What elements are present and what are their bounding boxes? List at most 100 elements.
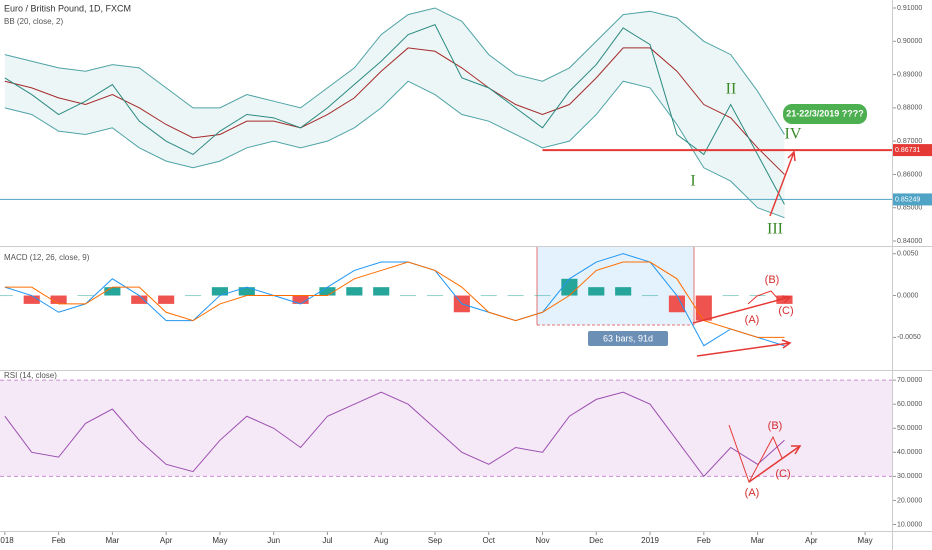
histogram-bar: [400, 295, 417, 297]
series-line: [4, 391, 785, 478]
histogram-bar: [319, 287, 336, 296]
y-tick-label: 0.86000: [897, 171, 922, 178]
wave-label: II: [726, 81, 737, 98]
y-tick-label: 0.90000: [897, 38, 922, 45]
x-tick-label: Sep: [428, 536, 443, 545]
histogram-bar: [426, 295, 444, 297]
series-line: [4, 47, 785, 175]
bollinger-band: [4, 7, 785, 135]
wave-label: I: [690, 173, 695, 190]
x-tick-label: May: [858, 536, 873, 545]
histogram-bar: [722, 295, 739, 297]
callout: [783, 104, 867, 124]
histogram-bar: [211, 287, 228, 296]
histogram-bar: [346, 287, 363, 296]
arrow-head: [781, 339, 792, 349]
wave-label: III: [767, 221, 783, 238]
abc-label: (C): [778, 305, 793, 317]
abc-label: (B): [768, 420, 783, 432]
arrow-head: [787, 150, 796, 162]
arrow-head: [791, 445, 802, 455]
y-tick-label: 0.0050: [897, 251, 919, 258]
x-tick-label: Apr: [160, 536, 173, 545]
arrow-head: [781, 295, 792, 304]
histogram-bar: [695, 295, 712, 321]
abc-label: (A): [745, 314, 760, 326]
y-tick-label: 50.0000: [897, 425, 922, 432]
x-tick-label: Jul: [322, 536, 332, 545]
histogram-bar: [184, 295, 202, 297]
measure-label-bg: [588, 331, 668, 346]
series-line: [4, 24, 785, 205]
callout-text: 21-22/3/2019 ????: [786, 108, 864, 118]
x-tick-label: Aug: [374, 536, 388, 545]
x-tick-label: May: [212, 536, 227, 545]
title: Euro / British Pound, 1D, FXCM: [4, 3, 131, 13]
bollinger-band: [4, 80, 785, 219]
histogram-bar: [292, 295, 309, 304]
indicator-label: RSI (14, close): [4, 371, 57, 380]
arrow: [692, 296, 791, 324]
rsi-band: [0, 380, 892, 477]
series-line: [4, 261, 785, 338]
y-tick-label: -0.0050: [897, 334, 921, 341]
plot: 0.84000 0.85000 0.86000 0.87000 0.88000 0.890…: [0, 5, 932, 545]
wave-label: IV: [785, 126, 802, 143]
histogram-bar: [776, 295, 793, 304]
x-tick-label: Feb: [697, 536, 711, 545]
x-tick-label: 2018: [0, 536, 14, 545]
price-tag-label: 0.85249: [895, 196, 920, 203]
histogram-bar: [641, 295, 659, 297]
histogram-bar: [615, 287, 632, 296]
histogram-bar: [131, 295, 148, 304]
histogram-bar: [561, 278, 578, 296]
x-tick-label: Oct: [483, 536, 496, 545]
indicator-label: MACD (12, 26, close, 9): [4, 253, 90, 262]
y-tick-label: 0.91000: [897, 5, 922, 12]
x-tick-label: Feb: [52, 536, 66, 545]
series-line: [4, 253, 785, 347]
y-tick-label: 10.0000: [897, 521, 922, 528]
histogram-bar: [238, 287, 255, 296]
histogram-bar: [534, 295, 551, 297]
histogram-bar: [373, 287, 390, 296]
histogram-bar: [588, 287, 605, 296]
histogram-bar: [50, 295, 67, 304]
price-tag: [892, 144, 932, 157]
x-tick-label: Mar: [105, 536, 119, 545]
x-tick-label: Nov: [535, 536, 549, 545]
y-tick-label: 30.0000: [897, 473, 922, 480]
y-tick-label: 70.0000: [897, 377, 922, 384]
y-tick-label: 0.0000: [897, 292, 919, 299]
histogram-bar: [668, 295, 685, 313]
drawings: [692, 150, 802, 484]
y-tick-label: 0.84000: [897, 238, 922, 245]
price-tag-label: 0.86731: [895, 147, 920, 154]
y-tick-label: 0.85000: [897, 205, 922, 212]
arrow: [748, 445, 801, 483]
x-tick-label: Mar: [751, 536, 765, 545]
y-tick-label: 20.0000: [897, 497, 922, 504]
arrow: [696, 342, 791, 357]
histogram-bar: [77, 295, 94, 297]
y-tick-label: 0.88000: [897, 105, 922, 112]
histogram-bar: [23, 295, 40, 304]
measure-box: [537, 247, 694, 325]
histogram-bar: [158, 295, 175, 304]
x-tick-label: 2019: [641, 536, 659, 545]
y-tick-label: 0.87000: [897, 138, 922, 145]
price-tag: [892, 193, 932, 206]
band-fill: [4, 7, 785, 218]
y-tick-label: 0.89000: [897, 71, 922, 78]
abc-label: (A): [745, 487, 760, 499]
histogram-bar: [104, 287, 121, 296]
y-tick-label: 40.0000: [897, 449, 922, 456]
abc-label: (B): [765, 274, 780, 286]
y-tick-label: 60.0000: [897, 401, 922, 408]
abc-label: (C): [775, 468, 790, 480]
histogram-bar: [507, 295, 524, 297]
zigzag: [728, 424, 783, 484]
histogram-bar: [0, 295, 13, 297]
